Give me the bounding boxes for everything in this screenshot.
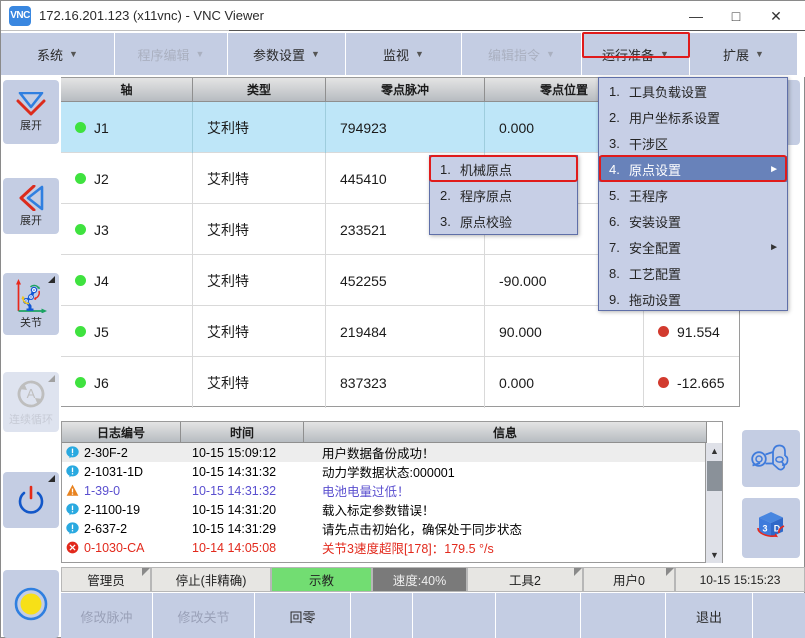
svg-text:A: A: [27, 386, 36, 401]
svg-text:3: 3: [762, 524, 767, 534]
